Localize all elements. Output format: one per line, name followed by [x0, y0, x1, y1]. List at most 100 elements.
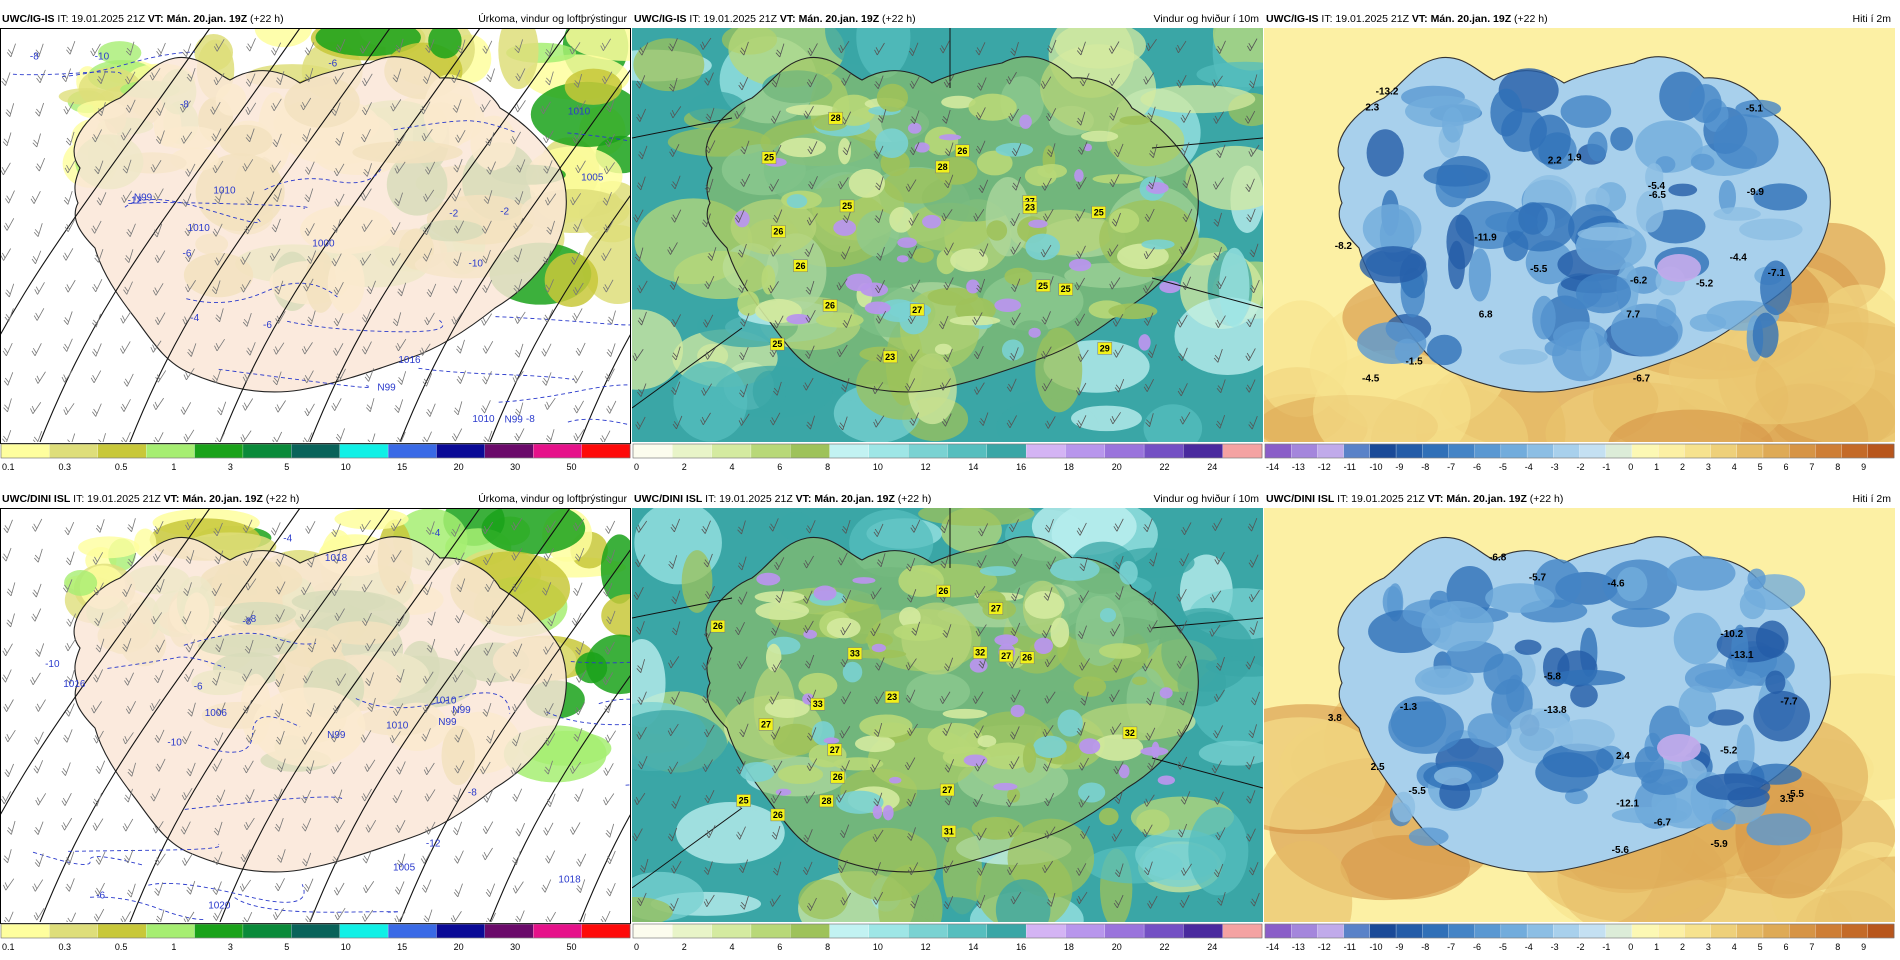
isobar-label: N99	[134, 192, 153, 203]
svg-text:-10: -10	[95, 52, 110, 63]
colorbar-label: 1	[171, 462, 176, 472]
gust-label: 26	[830, 770, 845, 784]
temperature-label: -13.2	[1376, 86, 1399, 97]
svg-text:-6.2: -6.2	[1630, 275, 1648, 286]
model-name: UWC/DINI ISL	[1266, 493, 1335, 505]
precip-legend: 0.1 0.3 0.5 1 3 5 10 15 20 30 50	[0, 923, 631, 952]
svg-text:26: 26	[773, 810, 783, 820]
init-time: IT: 19.01.2025 21Z	[705, 493, 793, 505]
precip-map: -12 -10 -10 -8 -8 -6 -6 -4 -4 -8 1020 1018 1016 1010 1…	[0, 508, 631, 922]
svg-text:1010: 1010	[213, 186, 236, 197]
temperature-label: -5.4	[1648, 181, 1666, 192]
colorbar-label: -10	[1370, 462, 1383, 472]
svg-text:-10: -10	[45, 659, 60, 670]
isobar-label: 1000	[312, 238, 335, 249]
temperature-label: -6.5	[1649, 190, 1667, 201]
colorbar-label: -1	[1602, 942, 1610, 952]
isobar-label: -10	[95, 52, 110, 63]
svg-text:-8: -8	[242, 616, 251, 627]
svg-text:-5.2: -5.2	[1696, 279, 1714, 290]
colorbar-swatch	[908, 923, 949, 939]
panel-title: Hiti í 2m	[1852, 13, 1891, 25]
colorbar-swatch	[1474, 443, 1502, 459]
isobar-label: -6	[96, 891, 105, 902]
gust-label: 25	[1058, 282, 1073, 296]
isobar-label: -8	[468, 788, 477, 799]
colorbar-label: 1	[171, 942, 176, 952]
temperature-label: 2.4	[1616, 751, 1630, 762]
colorbar-swatch	[242, 443, 292, 459]
colorbar-label: -8	[1421, 942, 1429, 952]
colorbar-label: 3	[1706, 462, 1711, 472]
map-canvas: -12 -10 -10 -8 -8 -6 -6 -4 -2 -2 -6 -8 1010 1010 1016 1…	[0, 28, 631, 442]
colorbar-label: 2	[1680, 462, 1685, 472]
colorbar-swatch	[672, 923, 713, 939]
svg-text:-7.7: -7.7	[1780, 697, 1798, 708]
svg-text:26: 26	[773, 226, 783, 236]
svg-text:-8: -8	[526, 414, 535, 425]
colorbar-swatch	[49, 443, 99, 459]
gust-label: 27	[998, 649, 1014, 663]
colorbar-label: 30	[510, 942, 520, 952]
colorbar-swatch	[1317, 443, 1345, 459]
temperature-label: -13.8	[1544, 705, 1567, 716]
model-name: UWC/IG-IS	[1266, 13, 1319, 25]
run-info: UWC/DINI ISL IT: 19.01.2025 21Z VT: Mán.…	[634, 490, 931, 508]
isobar-label: N99	[327, 730, 346, 741]
gust-label: 26	[770, 808, 786, 822]
temp-map: -1.5 -6.7 -4.5 -6.2 -5.2 -8.2 -5.5 -5.4 -4.4 -5.1…	[1264, 28, 1895, 442]
colorbar-swatch	[484, 443, 534, 459]
colorbar-label: 8	[1835, 462, 1840, 472]
svg-text:-5.5: -5.5	[1787, 789, 1805, 800]
colorbar-label: -13	[1292, 462, 1305, 472]
isobar-label: 1020	[208, 900, 231, 911]
svg-text:-4: -4	[190, 313, 199, 324]
lead-time: (+22 h)	[897, 493, 932, 505]
svg-text:N99: N99	[438, 717, 457, 728]
svg-text:-5.9: -5.9	[1711, 839, 1729, 850]
panel-title: Vindur og hviður í 10m	[1153, 13, 1259, 25]
gust-label: 23	[884, 690, 900, 704]
temperature-label: 7.7	[1626, 310, 1640, 321]
colorbar-label: 12	[921, 942, 931, 952]
gust-label: 27	[909, 303, 925, 317]
init-time: IT: 19.01.2025 21Z	[1337, 493, 1425, 505]
colorbar-label: 6	[1784, 462, 1789, 472]
colorbar-swatch	[986, 923, 1027, 939]
colorbar-label: 7	[1809, 942, 1814, 952]
init-time: IT: 19.01.2025 21Z	[73, 493, 161, 505]
svg-text:26: 26	[825, 300, 835, 310]
isobar-label: -2	[449, 208, 458, 219]
colorbar-label: 22	[1159, 462, 1169, 472]
colorbar-swatch	[1422, 443, 1450, 459]
colorbar-swatch	[1553, 443, 1581, 459]
colorbar-label: 10	[341, 942, 351, 952]
temperature-label: -5.5	[1787, 789, 1805, 800]
isobar-label: -2	[500, 206, 509, 217]
svg-text:1018: 1018	[325, 553, 348, 564]
colorbar-label: 15	[397, 942, 407, 952]
colorbar-label: 20	[454, 462, 464, 472]
colorbar-swatch	[581, 923, 631, 939]
svg-text:7.7: 7.7	[1626, 310, 1640, 321]
svg-text:-12.1: -12.1	[1616, 799, 1639, 810]
svg-text:1000: 1000	[312, 238, 335, 249]
colorbar-swatch	[750, 923, 791, 939]
wind-panel: UWC/DINI ISL IT: 19.01.2025 21Z VT: Mán.…	[632, 490, 1263, 960]
colorbar-label: -13	[1292, 942, 1305, 952]
colorbar-label: -14	[1266, 942, 1279, 952]
svg-text:28: 28	[938, 162, 948, 172]
colorbar-swatch	[1369, 923, 1397, 939]
temperature-label: -5.7	[1529, 572, 1547, 583]
colorbar-label: 7	[1809, 462, 1814, 472]
svg-text:32: 32	[975, 648, 985, 658]
colorbar-label: 20	[1112, 942, 1122, 952]
colorbar-label: 0	[1628, 942, 1633, 952]
svg-text:1010: 1010	[386, 720, 409, 731]
svg-text:-4.5: -4.5	[1362, 373, 1380, 384]
gust-label: 27	[939, 783, 955, 797]
svg-text:33: 33	[813, 699, 823, 709]
isobar-label: N99	[504, 414, 523, 425]
colorbar-label: 5	[1758, 942, 1763, 952]
wind-panel: UWC/IG-IS IT: 19.01.2025 21Z VT: Mán. 20…	[632, 10, 1263, 480]
